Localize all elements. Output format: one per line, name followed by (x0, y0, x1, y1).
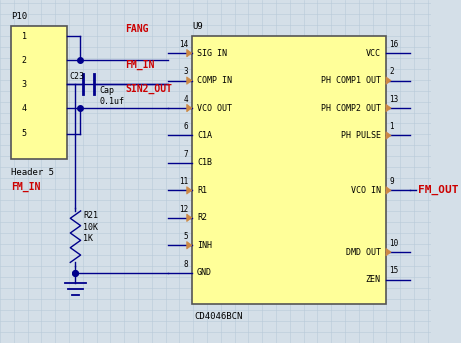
Text: INH: INH (197, 241, 212, 250)
Text: SIN2_OUT: SIN2_OUT (125, 84, 172, 94)
Text: C1A: C1A (197, 131, 212, 140)
Polygon shape (386, 248, 391, 256)
Polygon shape (386, 77, 391, 84)
Text: DMD OUT: DMD OUT (346, 248, 381, 257)
Text: PH COMP2 OUT: PH COMP2 OUT (321, 104, 381, 113)
Text: 2: 2 (390, 68, 394, 76)
Text: 3: 3 (22, 80, 27, 88)
Text: 14: 14 (179, 40, 189, 49)
Text: FANG: FANG (125, 24, 148, 34)
Text: 16: 16 (390, 40, 399, 49)
Text: 12: 12 (179, 205, 189, 214)
Text: Header 5: Header 5 (11, 168, 54, 177)
Polygon shape (187, 214, 192, 222)
Polygon shape (187, 104, 192, 112)
Text: FM_IN: FM_IN (125, 60, 154, 70)
Text: VCO IN: VCO IN (351, 186, 381, 195)
Text: R1: R1 (197, 186, 207, 195)
Polygon shape (187, 49, 192, 57)
Text: 8: 8 (184, 260, 189, 269)
Text: 4: 4 (184, 95, 189, 104)
Bar (11, 26, 67, 159)
Bar (192, 36, 386, 304)
Text: 4: 4 (22, 104, 27, 113)
Polygon shape (386, 104, 391, 112)
Text: U9: U9 (192, 22, 203, 31)
Text: PH PULSE: PH PULSE (341, 131, 381, 140)
Text: CD4046BCN: CD4046BCN (194, 312, 242, 321)
Text: COMP IN: COMP IN (197, 76, 232, 85)
Text: 1K: 1K (83, 234, 93, 243)
Text: 5: 5 (22, 129, 27, 138)
Text: C23: C23 (69, 72, 84, 81)
Text: VCC: VCC (366, 49, 381, 58)
Text: PH COMP1 OUT: PH COMP1 OUT (321, 76, 381, 85)
Text: R21: R21 (83, 211, 98, 220)
Text: 10: 10 (390, 239, 399, 248)
Polygon shape (187, 187, 192, 194)
Text: FM_IN: FM_IN (11, 182, 40, 192)
Text: VCO OUT: VCO OUT (197, 104, 232, 113)
Polygon shape (386, 187, 391, 194)
Text: SIG IN: SIG IN (197, 49, 227, 58)
Text: ZEN: ZEN (366, 275, 381, 284)
Text: 1: 1 (22, 32, 27, 40)
Text: GND: GND (197, 268, 212, 277)
Polygon shape (386, 132, 391, 139)
Text: 5: 5 (184, 232, 189, 241)
Text: 11: 11 (179, 177, 189, 186)
Text: 7: 7 (184, 150, 189, 159)
Polygon shape (187, 77, 192, 84)
Text: 3: 3 (184, 68, 189, 76)
Text: 13: 13 (390, 95, 399, 104)
Text: 9: 9 (390, 177, 394, 186)
Polygon shape (187, 241, 192, 249)
Text: 0.1uf: 0.1uf (99, 97, 124, 106)
Text: 15: 15 (390, 267, 399, 275)
Text: FM_OUT: FM_OUT (418, 185, 459, 196)
Text: 1: 1 (390, 122, 394, 131)
Text: 10K: 10K (83, 223, 98, 232)
Text: 6: 6 (184, 122, 189, 131)
Text: Cap: Cap (99, 86, 114, 95)
Text: 2: 2 (22, 56, 27, 64)
Text: R2: R2 (197, 213, 207, 222)
Text: C1B: C1B (197, 158, 212, 167)
Text: P10: P10 (11, 12, 27, 21)
